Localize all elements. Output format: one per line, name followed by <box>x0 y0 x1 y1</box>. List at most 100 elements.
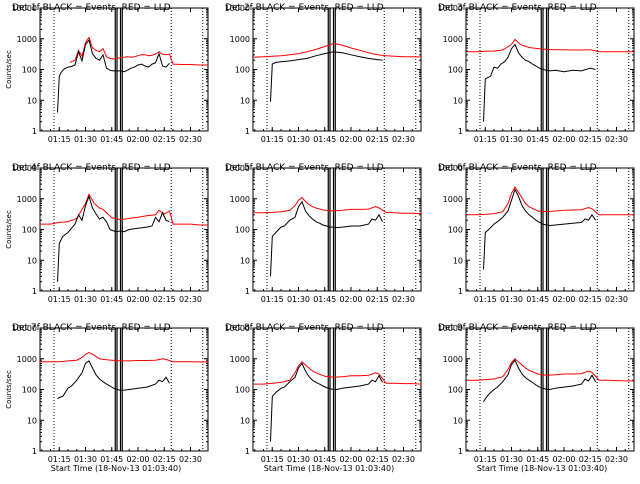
plot-frame <box>465 7 635 132</box>
series-events-line <box>270 362 383 442</box>
x-tick-label: 02:00 <box>339 455 362 464</box>
x-tick-label: 01:15 <box>474 135 497 144</box>
y-tick-label: 1 <box>458 287 463 296</box>
y-tick-label: 100 <box>22 226 37 235</box>
x-tick-label: 01:45 <box>526 295 549 304</box>
y-axis-label: Counts/sec <box>5 210 13 249</box>
series-lld-line <box>40 193 208 226</box>
x-tick-label: 02:00 <box>552 135 575 144</box>
y-tick-label: 10 <box>27 96 37 105</box>
y-tick-label: 1 <box>245 447 250 456</box>
y-tick-label: 100 <box>235 226 250 235</box>
y-tick-label: 1 <box>245 127 250 136</box>
x-tick-label: 01:15 <box>48 295 71 304</box>
panel-det-7: Det 7f BLACK = Events, RED = LLD11010010… <box>5 323 209 473</box>
y-tick-label: 1 <box>32 287 37 296</box>
x-tick-label: 02:15 <box>153 295 176 304</box>
x-tick-label: 01:45 <box>100 135 123 144</box>
x-tick-label: 02:30 <box>605 295 628 304</box>
panel-det-8: Det 8f BLACK = Events, RED = LLD11010010… <box>225 323 422 473</box>
y-tick-label: 10000 <box>225 164 250 173</box>
panel-det-6: Det 6f BLACK = Events, RED = LLD11010010… <box>438 163 635 304</box>
series-lld-line <box>466 186 634 216</box>
x-tick-label: 02:15 <box>366 295 389 304</box>
x-axis-label: Start Time (18-Nov-13 01:03:40) <box>51 464 181 473</box>
y-tick-label: 10 <box>27 416 37 425</box>
x-tick-label: 02:30 <box>392 135 415 144</box>
x-axis-label: Start Time (18-Nov-13 01:03:40) <box>264 464 394 473</box>
y-tick-label: 100 <box>22 66 37 75</box>
y-tick-label: 10000 <box>12 4 37 13</box>
x-tick-label: 01:45 <box>100 455 123 464</box>
series-events-line <box>57 360 170 400</box>
x-tick-label: 01:15 <box>474 295 497 304</box>
x-tick-label: 01:30 <box>500 455 523 464</box>
y-tick-label: 10 <box>240 96 250 105</box>
panel-det-1: Det 1f BLACK = Events, RED = LLD11010010… <box>5 3 209 144</box>
y-tick-label: 1 <box>458 127 463 136</box>
series-events-line <box>57 194 170 282</box>
x-tick-label: 01:45 <box>313 455 336 464</box>
x-tick-label: 01:15 <box>48 455 71 464</box>
x-tick-label: 02:00 <box>552 455 575 464</box>
x-tick-label: 01:30 <box>500 295 523 304</box>
x-tick-label: 01:30 <box>287 135 310 144</box>
y-tick-label: 1 <box>32 447 37 456</box>
plot-frame <box>465 167 635 292</box>
panel-det-2: Det 2f BLACK = Events, RED = LLD11010010… <box>225 3 422 144</box>
y-tick-label: 10000 <box>12 164 37 173</box>
series-events-line <box>483 43 596 122</box>
y-tick-label: 1000 <box>17 35 37 44</box>
x-tick-label: 01:30 <box>287 455 310 464</box>
series-events-line <box>270 51 383 102</box>
series-lld-line <box>253 42 421 58</box>
x-axis-label: Start Time (18-Nov-13 01:03:40) <box>477 464 607 473</box>
y-tick-label: 100 <box>448 66 463 75</box>
y-tick-label: 10 <box>453 416 463 425</box>
y-tick-label: 1000 <box>443 355 463 364</box>
x-tick-label: 02:30 <box>392 455 415 464</box>
y-tick-label: 1000 <box>17 195 37 204</box>
y-tick-label: 100 <box>235 66 250 75</box>
plot-frame <box>39 327 209 452</box>
series-lld-line <box>466 358 634 382</box>
x-tick-label: 02:15 <box>153 455 176 464</box>
y-axis-label: Counts/sec <box>5 370 13 409</box>
series-lld-line <box>253 196 421 215</box>
x-tick-label: 01:45 <box>100 295 123 304</box>
panel-det-3: Det 3f BLACK = Events, RED = LLD11010010… <box>438 3 635 144</box>
y-tick-label: 10 <box>453 96 463 105</box>
x-tick-label: 02:15 <box>579 135 602 144</box>
x-tick-label: 01:15 <box>261 135 284 144</box>
y-tick-label: 100 <box>448 386 463 395</box>
x-tick-label: 01:30 <box>287 295 310 304</box>
x-tick-label: 02:00 <box>552 295 575 304</box>
x-tick-label: 02:30 <box>392 295 415 304</box>
y-tick-label: 1000 <box>443 35 463 44</box>
y-tick-label: 1000 <box>17 355 37 364</box>
y-tick-label: 10 <box>240 256 250 265</box>
series-events-line <box>483 359 596 402</box>
plot-frame <box>39 7 209 132</box>
x-tick-label: 01:30 <box>74 455 97 464</box>
series-events-line <box>270 200 383 277</box>
y-tick-label: 10000 <box>438 164 463 173</box>
x-tick-label: 01:30 <box>500 135 523 144</box>
x-tick-label: 01:30 <box>74 295 97 304</box>
y-tick-label: 100 <box>235 386 250 395</box>
y-tick-label: 10000 <box>438 324 463 333</box>
x-tick-label: 01:15 <box>261 295 284 304</box>
x-tick-label: 02:30 <box>179 295 202 304</box>
x-tick-label: 02:30 <box>605 455 628 464</box>
series-events-line <box>57 39 170 113</box>
y-tick-label: 10000 <box>225 324 250 333</box>
x-tick-label: 01:45 <box>313 295 336 304</box>
series-lld-line <box>466 38 634 53</box>
y-tick-label: 10000 <box>225 4 250 13</box>
series-lld-line <box>253 360 421 385</box>
x-tick-label: 02:00 <box>126 455 149 464</box>
x-tick-label: 02:00 <box>339 135 362 144</box>
x-tick-label: 02:15 <box>366 135 389 144</box>
